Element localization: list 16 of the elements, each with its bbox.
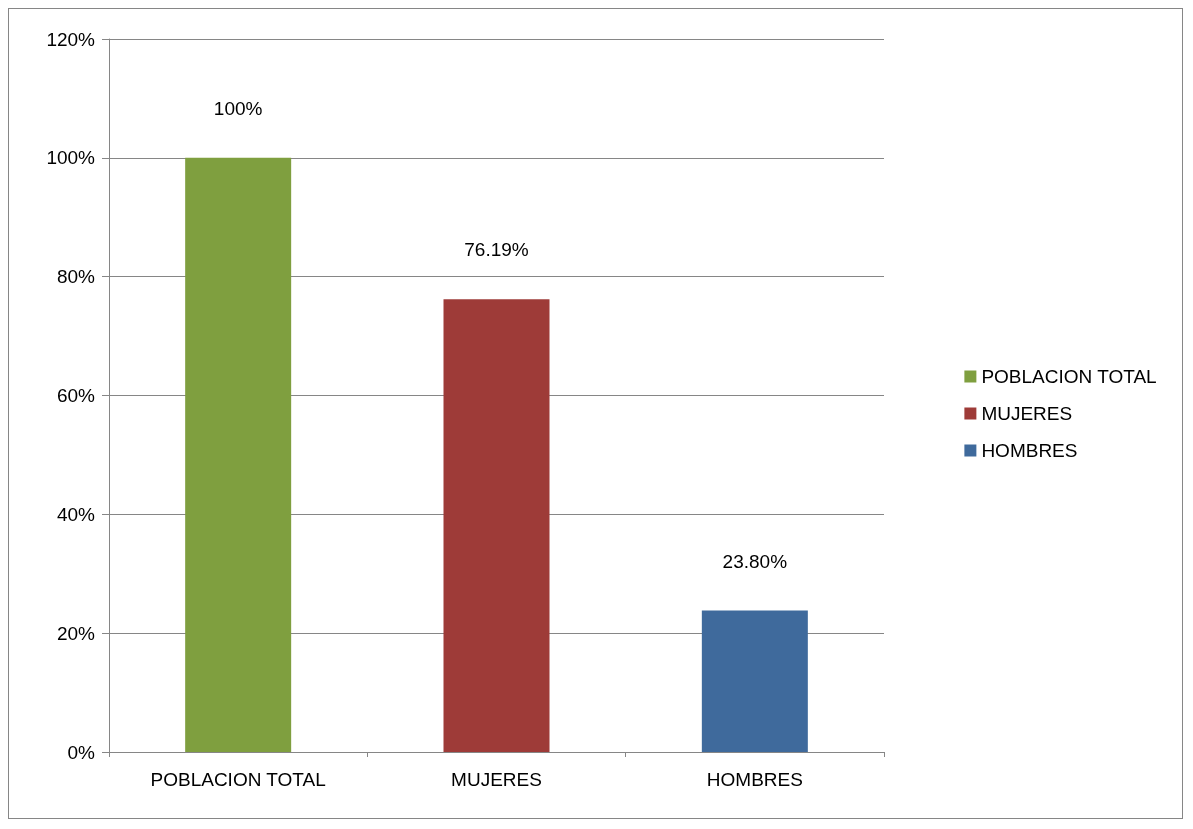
x-tick-label: HOMBRES	[706, 769, 803, 790]
y-tick-label: 20%	[56, 622, 96, 644]
y-tick-label: 100%	[46, 147, 96, 169]
legend-label: HOMBRES	[981, 440, 1078, 461]
x-tick-label: MUJERES	[451, 769, 542, 790]
y-tick-label: 80%	[56, 266, 96, 288]
y-tick-label: 60%	[56, 385, 96, 406]
y-tick-label: 40%	[56, 503, 96, 525]
x-tick-label: POBLACION TOTAL	[150, 769, 326, 790]
data-label: 100%	[213, 97, 263, 119]
data-label: 23.80%	[722, 550, 788, 572]
y-tick-label: 0%	[67, 741, 96, 763]
legend-label: MUJERES	[981, 403, 1073, 424]
legend-label: POBLACION TOTAL	[981, 366, 1157, 387]
data-label: 76.19%	[464, 239, 529, 261]
y-tick-label: 120%	[46, 28, 96, 50]
